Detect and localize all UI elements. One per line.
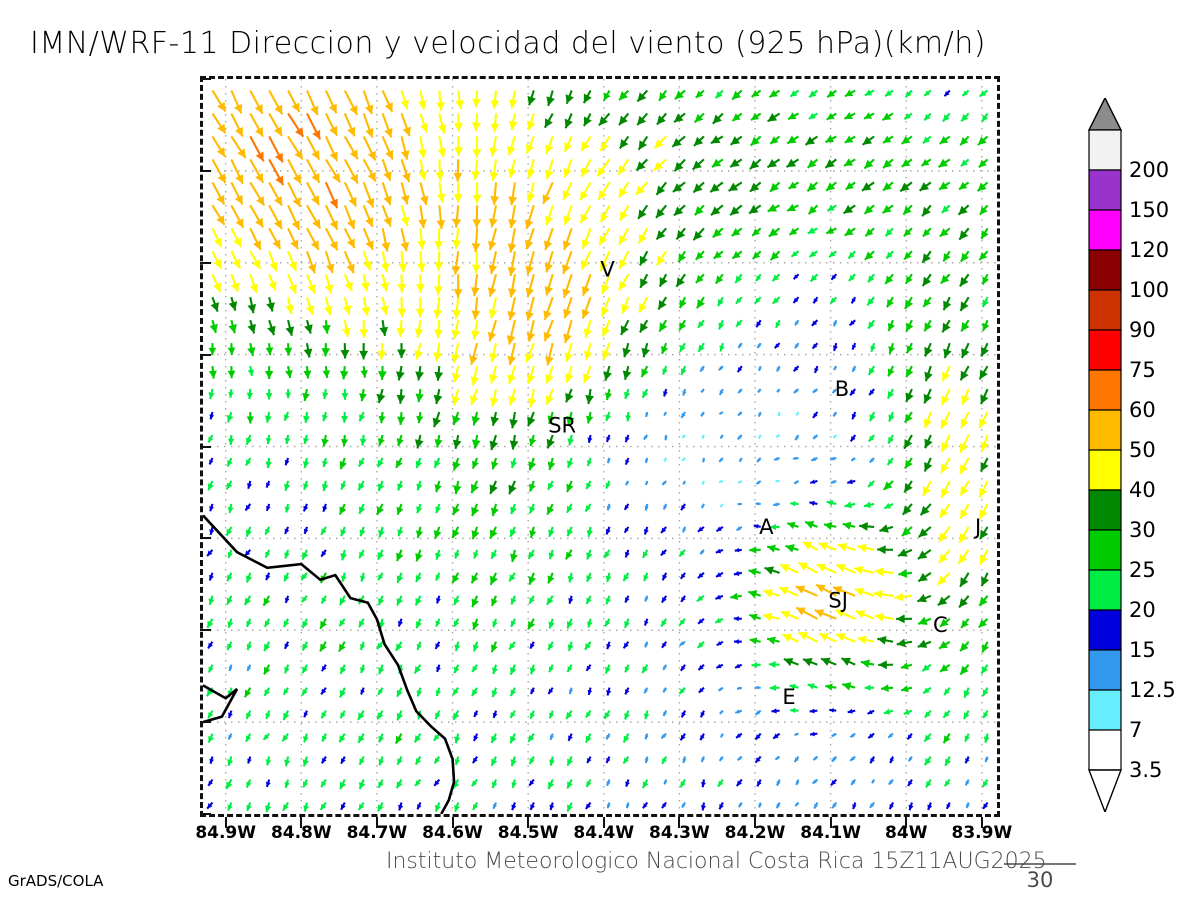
- colorbar-tick-label: 120: [1129, 238, 1170, 262]
- y-axis-tick: [200, 169, 211, 172]
- city-label-sr: SR: [548, 414, 576, 438]
- colorbar-band[interactable]: [1088, 169, 1122, 211]
- x-axis-label: 84.2W: [724, 823, 786, 843]
- colorbar-band[interactable]: [1088, 129, 1122, 171]
- wind-arrows: [206, 89, 990, 813]
- x-axis-tick: [905, 817, 908, 828]
- colorbar-tick-label: 50: [1129, 438, 1156, 462]
- colorbar-band[interactable]: [1088, 529, 1122, 571]
- y-axis-tick: [200, 721, 211, 724]
- colorbar-tick-label: 150: [1129, 198, 1170, 222]
- city-label-v: V: [600, 258, 615, 282]
- colorbar-tick-label: 20: [1129, 598, 1156, 622]
- y-axis-tick: [200, 353, 211, 356]
- city-label-b: B: [835, 377, 849, 401]
- x-axis-label: 84.8W: [270, 823, 332, 843]
- colorbar-tick-label: 75: [1129, 358, 1156, 382]
- x-axis-label: 84W: [885, 823, 928, 843]
- page-title: IMN/WRF-11 Direccion y velocidad del vie…: [30, 26, 986, 61]
- y-axis-tick: [200, 629, 211, 632]
- colorbar-band[interactable]: [1088, 409, 1122, 451]
- x-axis-label: 84.4W: [573, 823, 635, 843]
- colorbar-band[interactable]: [1088, 329, 1122, 371]
- colorbar-band[interactable]: [1088, 569, 1122, 611]
- x-axis-tick: [224, 817, 227, 828]
- colorbar-under-arrow: [1087, 769, 1123, 812]
- colorbar-band[interactable]: [1088, 649, 1122, 691]
- colorbar[interactable]: [1087, 98, 1123, 812]
- reference-vector-label: 30: [1026, 868, 1054, 892]
- x-axis-label: 84.5W: [497, 823, 559, 843]
- footer-credit: Instituto Meteorologico Nacional Costa R…: [386, 849, 1047, 874]
- x-axis-label: 84.6W: [422, 823, 483, 843]
- colorbar-band[interactable]: [1088, 689, 1122, 731]
- city-label-a: A: [759, 515, 774, 539]
- y-axis-tick: [200, 445, 211, 448]
- wind-map-plot[interactable]: V SR B A J SJ C E: [200, 76, 1000, 817]
- y-axis-tick: [200, 537, 211, 540]
- colorbar-tick-label: 30: [1129, 518, 1156, 542]
- colorbar-over-arrow: [1087, 98, 1123, 131]
- x-axis-tick: [375, 817, 378, 828]
- map-gridlines: [203, 79, 997, 814]
- colorbar-tick-label: 40: [1129, 478, 1156, 502]
- y-axis-tick: [200, 261, 211, 264]
- colorbar-tick-label: 15: [1129, 638, 1156, 662]
- colorbar-tick-label: 3.5: [1129, 758, 1163, 782]
- wind-vector-field: V SR B A J SJ C E: [203, 79, 997, 814]
- city-labels: V SR B A J SJ C E: [548, 258, 981, 709]
- software-credit: GrADS/COLA: [8, 872, 104, 890]
- x-axis-tick: [754, 817, 757, 828]
- city-label-c: C: [933, 613, 948, 637]
- colorbar-band[interactable]: [1088, 609, 1122, 651]
- colorbar-band[interactable]: [1088, 369, 1122, 411]
- city-label-sj: SJ: [828, 588, 848, 612]
- colorbar-band[interactable]: [1088, 489, 1122, 531]
- x-axis-tick: [451, 817, 454, 828]
- x-axis-tick: [829, 817, 832, 828]
- x-axis-label: 84.7W: [346, 823, 408, 843]
- colorbar-tick-label: 200: [1129, 158, 1170, 182]
- x-axis-tick: [980, 817, 983, 828]
- colorbar-tick-label: 12.5: [1129, 678, 1176, 702]
- city-label-j: J: [973, 515, 981, 539]
- colorbar-tick-label: 100: [1129, 278, 1170, 302]
- y-axis-tick: [200, 813, 211, 815]
- coastline: [203, 514, 456, 814]
- colorbar-band[interactable]: [1088, 209, 1122, 251]
- colorbar-tick-label: 25: [1129, 558, 1156, 582]
- colorbar-tick-label: 90: [1129, 318, 1156, 342]
- x-axis-label: 84.1W: [800, 823, 861, 843]
- x-axis-label: 83.9W: [951, 823, 1013, 843]
- reference-vector: [1004, 863, 1076, 865]
- x-axis-tick: [678, 817, 681, 828]
- city-label-e: E: [782, 685, 795, 709]
- x-axis-tick: [527, 817, 530, 828]
- colorbar-tick-label: 7: [1129, 718, 1143, 742]
- colorbar-band[interactable]: [1088, 449, 1122, 491]
- colorbar-band[interactable]: [1088, 729, 1122, 771]
- y-axis-tick: [200, 78, 211, 80]
- x-axis-tick: [300, 817, 303, 828]
- colorbar-band[interactable]: [1088, 289, 1122, 331]
- colorbar-tick-label: 60: [1129, 398, 1156, 422]
- x-axis-tick: [602, 817, 605, 828]
- x-axis-label: 84.3W: [649, 823, 710, 843]
- colorbar-band[interactable]: [1088, 249, 1122, 291]
- x-axis-label: 84.9W: [195, 823, 257, 843]
